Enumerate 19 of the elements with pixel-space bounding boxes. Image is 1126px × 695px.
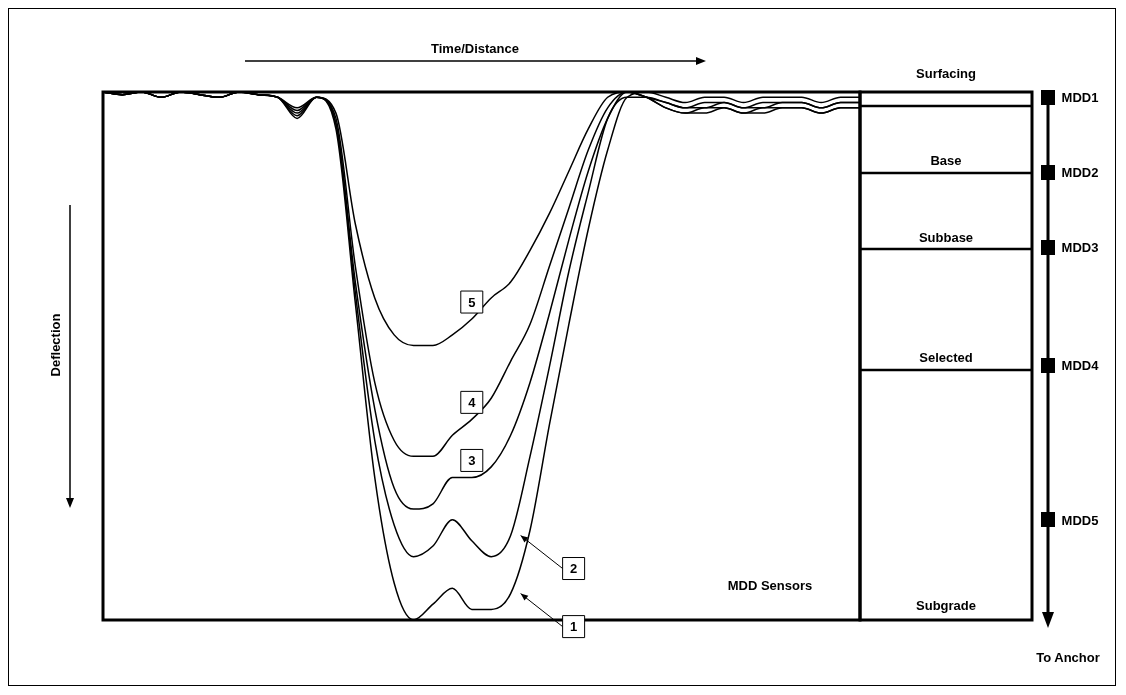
- series-label: 3: [468, 453, 476, 469]
- annotation: MDD Sensors: [727, 577, 813, 593]
- text: MDD2: [1061, 164, 1099, 180]
- x-axis-title: Time/Distance: [431, 40, 519, 56]
- series-label: 4: [468, 394, 477, 410]
- text: To Anchor: [1036, 649, 1100, 665]
- text: MDD4: [1061, 357, 1099, 373]
- y-axis-title: Deflection: [47, 313, 63, 377]
- text: Subbase: [918, 229, 974, 245]
- text: 2: [570, 561, 578, 577]
- series-label: 5: [468, 294, 476, 310]
- text: Subgrade: [916, 597, 976, 613]
- text: MDD5: [1061, 512, 1099, 528]
- text: Selected: [919, 349, 973, 365]
- text: MDD1: [1061, 89, 1099, 105]
- text: MDD3: [1061, 239, 1099, 255]
- text: Base: [930, 152, 962, 168]
- text: 1: [570, 619, 578, 635]
- text: Surfacing: [916, 65, 976, 81]
